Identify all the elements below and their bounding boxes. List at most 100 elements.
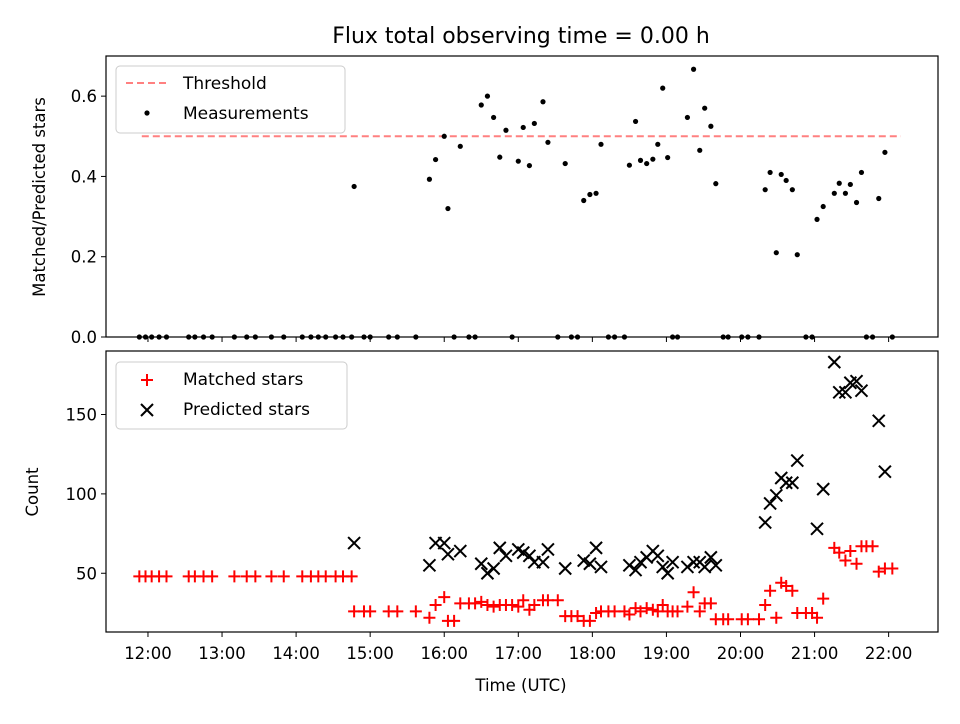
measurement-point <box>587 191 593 198</box>
predicted-star-point <box>878 464 892 479</box>
measurement-point <box>445 205 451 212</box>
predicted-star-point <box>827 355 842 369</box>
ratio-axes-frame <box>105 55 939 338</box>
predicted-star-point <box>838 385 853 399</box>
matched-star-point <box>517 594 530 607</box>
chart-title: Flux total observing time = 0.00 h <box>332 24 710 49</box>
measurement-point <box>497 154 503 160</box>
matched-star-point <box>671 605 684 618</box>
matched-star-point <box>656 599 669 612</box>
matched-legend-swatch <box>141 374 153 386</box>
matched-star-point <box>409 605 422 618</box>
matched-star-point <box>423 611 436 624</box>
ratio-y-tick-label: 0.6 <box>71 87 97 106</box>
matched-star-point <box>850 557 863 570</box>
measurement-point <box>520 124 526 131</box>
measurement-point <box>457 143 463 149</box>
matched-star-point <box>475 595 488 608</box>
predicted-star-point <box>541 542 555 557</box>
matched-star-point <box>206 570 219 583</box>
matched-star-point <box>704 597 717 610</box>
measurement-point <box>778 171 784 178</box>
measurement-point <box>767 169 773 176</box>
x-tick-label: 21:00 <box>791 644 839 663</box>
matched-star-point <box>770 611 783 624</box>
matched-star-point <box>759 599 772 612</box>
measurement-point <box>690 66 697 72</box>
measurement-point <box>684 114 691 121</box>
predicted-star-point <box>589 541 603 555</box>
measurement-point <box>882 149 888 155</box>
predicted-star-point <box>583 557 597 571</box>
measurement-point <box>842 190 849 196</box>
measurement-point <box>540 99 546 105</box>
predicted-star-point <box>758 515 772 530</box>
measurement-point <box>660 85 666 91</box>
predicted-star-point <box>486 561 501 576</box>
matched-star-point <box>249 570 262 583</box>
matched-star-point <box>571 610 584 623</box>
x-tick-label: 22:00 <box>865 644 913 663</box>
predicted-star-point <box>437 536 451 550</box>
ratio-y-axis-label: Matched/Predicted stars <box>30 97 49 297</box>
predicted-star-point <box>709 558 723 573</box>
measurement-point <box>836 180 842 186</box>
measurement-point <box>515 158 521 164</box>
measurement-point <box>814 216 820 222</box>
matched-star-point <box>780 579 793 592</box>
predicted-legend-swatch <box>140 403 154 417</box>
predicted-star-point <box>790 453 804 468</box>
measurement-point <box>876 195 882 202</box>
measurement-point <box>644 160 650 167</box>
measurement-point <box>831 190 837 196</box>
measurement-point <box>545 139 551 145</box>
measurement-point <box>697 147 703 153</box>
predicted-star-point <box>769 488 783 503</box>
matched-star-point <box>265 570 278 583</box>
ratio-panel: 0.0 0.2 0.4 0.6 Matched/Predicted stars Thr… <box>30 55 939 347</box>
predicted-star-point <box>422 558 437 573</box>
matched-star-point <box>634 605 647 618</box>
x-tick-label: 12:00 <box>124 644 172 663</box>
ratio-ticks: 0.0 0.2 0.4 0.6 <box>71 87 890 347</box>
count-y-tick-label: 100 <box>66 485 98 504</box>
measurement-point <box>484 93 491 99</box>
count-panel: 50 100 150 12:00 13:00 14:00 15:00 16:00 17:00 18… <box>23 350 939 695</box>
matched-star-point <box>753 613 766 626</box>
matched-star-point <box>872 565 885 578</box>
matched-star-point <box>228 570 241 583</box>
predicted-star-point <box>849 374 864 388</box>
measurement-point <box>441 133 447 139</box>
measurement-point <box>702 105 708 111</box>
measurement-point <box>632 118 639 125</box>
matched-star-point <box>786 584 799 597</box>
x-tick-label: 18:00 <box>569 644 617 663</box>
predicted-star-point <box>665 555 680 569</box>
count-legend-box <box>115 361 348 430</box>
matched-star-point <box>741 613 754 626</box>
measurement-point <box>478 102 484 108</box>
measurement-point <box>794 252 800 258</box>
matched-star-point <box>160 570 173 583</box>
measurement-point <box>783 177 789 184</box>
measurements-legend-label: Measurements <box>183 104 309 124</box>
x-tick-label: 20:00 <box>717 644 765 663</box>
predicted-star-point <box>347 536 361 550</box>
measurement-point <box>762 187 768 193</box>
matched-star-point <box>886 562 899 575</box>
matched-star-point <box>512 600 525 613</box>
predicted-star-point <box>785 476 800 490</box>
measurement-point <box>503 127 509 133</box>
matched-star-point <box>811 611 824 624</box>
threshold-legend-label: Threshold <box>182 74 267 94</box>
x-tick-label: 14:00 <box>272 644 320 663</box>
measurement-point <box>789 187 795 193</box>
predicted-star-point <box>651 549 665 563</box>
measurement-point <box>655 141 661 147</box>
matched-star-point <box>693 605 706 618</box>
predicted-legend-label: Predicted stars <box>183 400 310 420</box>
measurement-point <box>426 176 433 182</box>
matched-star-point <box>866 540 879 553</box>
predicted-star-point <box>854 383 869 398</box>
